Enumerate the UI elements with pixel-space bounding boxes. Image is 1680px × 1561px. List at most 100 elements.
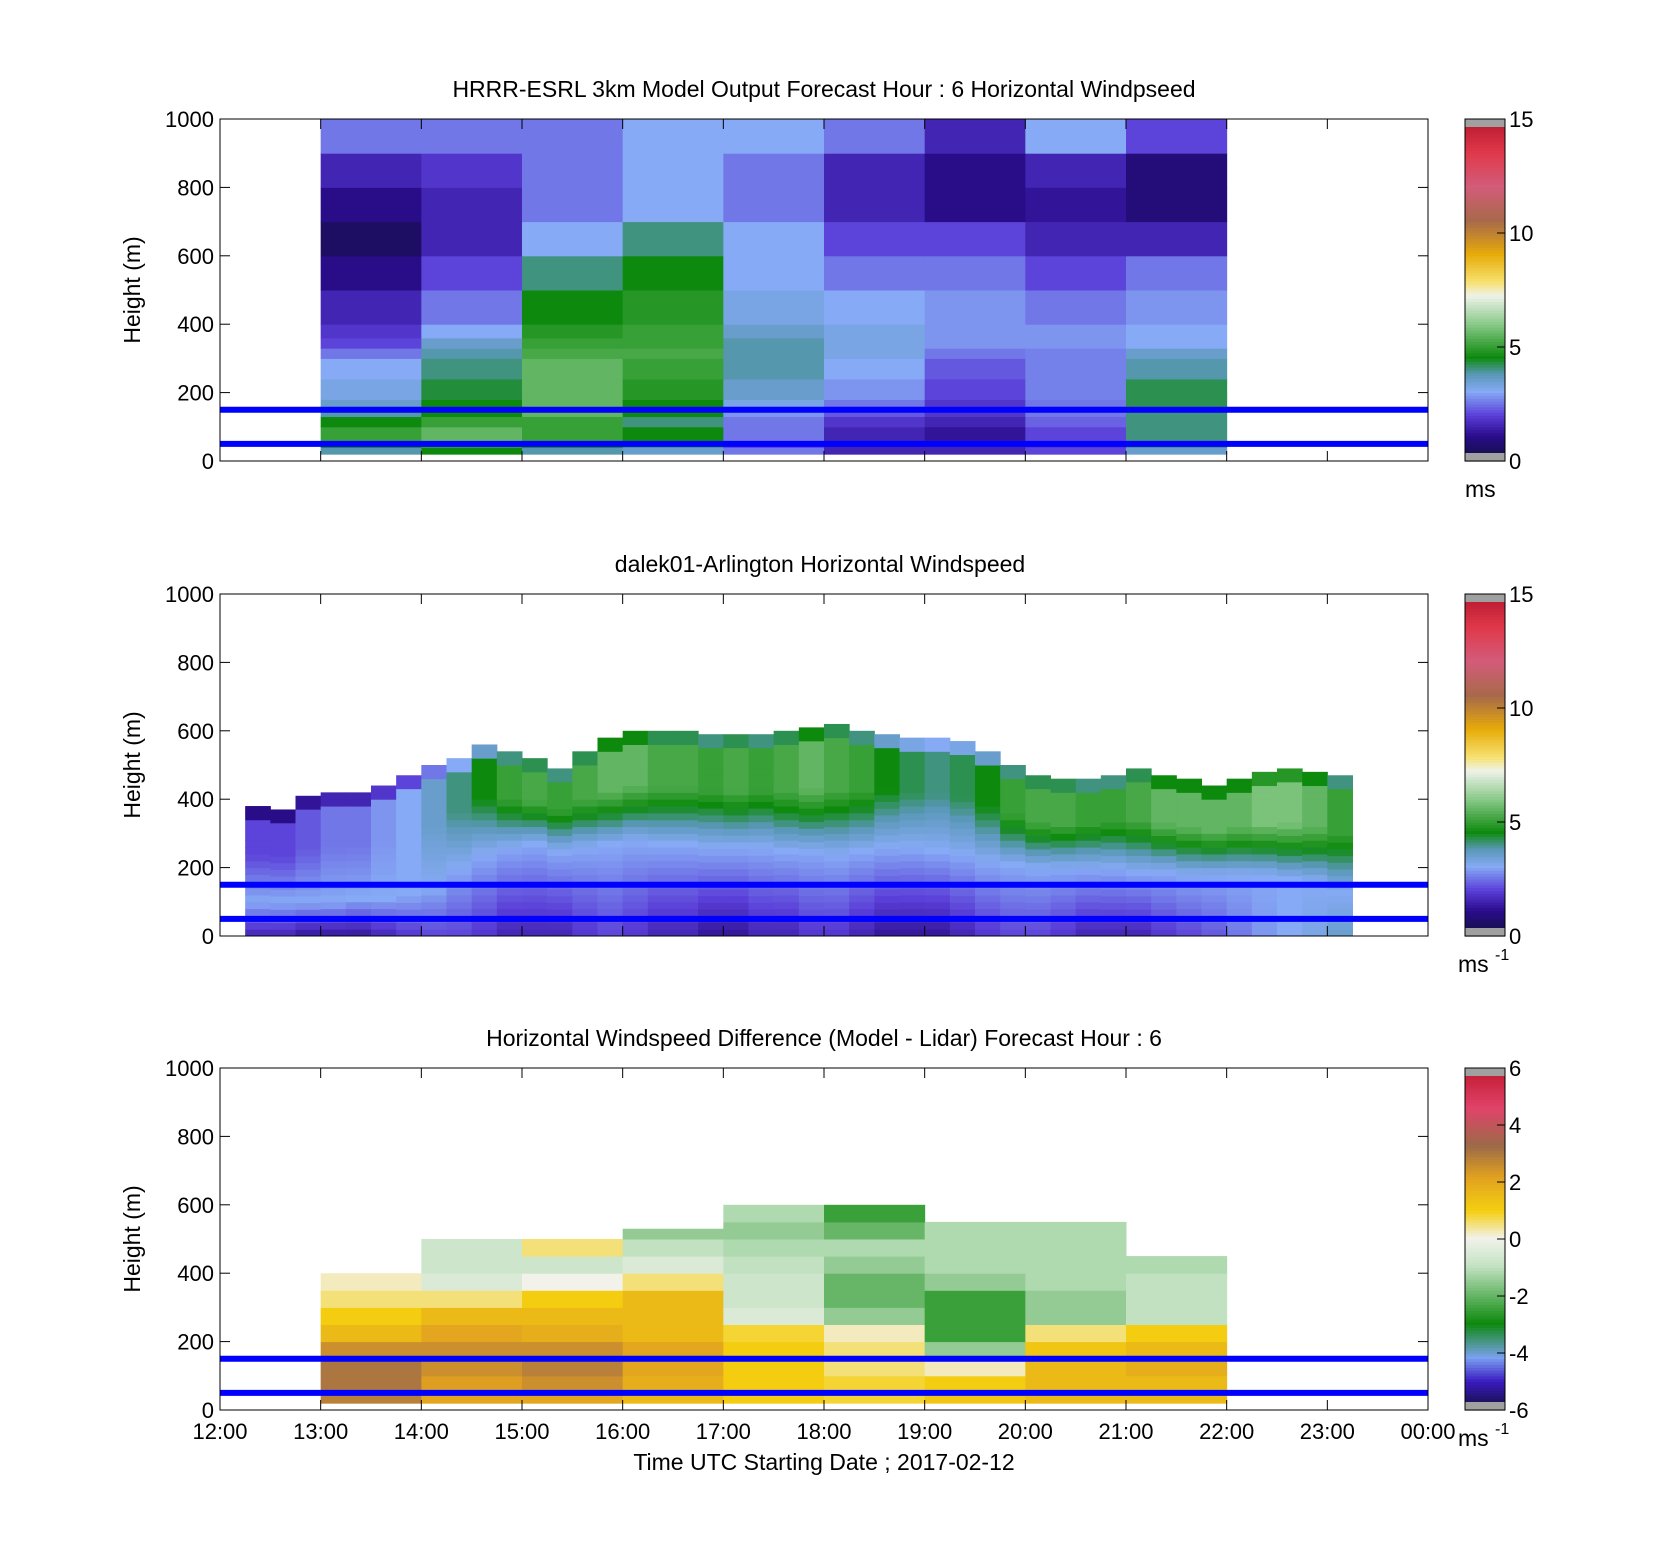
y-tick-label: 800: [177, 650, 214, 675]
heatmap-cell: [647, 929, 674, 936]
colorbar-swatch: [1465, 290, 1505, 294]
colorbar-swatch: [1465, 1096, 1505, 1100]
heatmap-cell: [748, 734, 775, 742]
heatmap-cell: [320, 1273, 422, 1291]
heatmap-cell: [1126, 1273, 1228, 1291]
heatmap-cell: [1151, 795, 1177, 803]
heatmap-cell: [824, 737, 850, 745]
heatmap-cell: [446, 819, 473, 828]
heatmap-cell: [1226, 867, 1253, 875]
heatmap-cell: [522, 901, 548, 910]
heatmap-cell: [320, 1392, 422, 1404]
heatmap-cell: [874, 902, 900, 910]
colorbar-tick-label: -2: [1509, 1284, 1529, 1309]
heatmap-cell: [798, 767, 825, 775]
colorbar-swatch: [1465, 301, 1505, 305]
heatmap-cell: [698, 747, 724, 755]
heatmap-cell: [723, 767, 749, 776]
heatmap-cell: [547, 788, 573, 796]
heatmap-cell: [522, 1273, 624, 1291]
colorbar-swatch: [1465, 1278, 1505, 1283]
heatmap-cell: [824, 806, 850, 814]
colorbar-swatch: [1465, 884, 1505, 889]
heatmap-cell: [874, 814, 900, 823]
colorbar-swatch: [1465, 435, 1505, 439]
heatmap-cell: [345, 929, 372, 936]
heatmap-cell: [446, 894, 473, 903]
heatmap-cell: [924, 1221, 1026, 1240]
colorbar-unit: ms: [1458, 951, 1489, 977]
colorbar-swatch: [1465, 1093, 1505, 1098]
colorbar-swatch: [1465, 616, 1505, 621]
heatmap-cell: [446, 778, 473, 787]
heatmap-cell: [798, 781, 825, 789]
heatmap-cell: [295, 822, 322, 830]
heatmap-cell: [421, 358, 523, 380]
heatmap-cell: [723, 255, 825, 291]
heatmap-cell: [1226, 785, 1253, 793]
heatmap-cell: [471, 785, 498, 793]
heatmap-cell: [1100, 795, 1127, 803]
heatmap-cell: [1302, 812, 1328, 821]
colorbar-swatch: [1465, 770, 1505, 775]
heatmap-cell: [647, 901, 674, 910]
heatmap-cell: [1176, 792, 1202, 800]
heatmap-cell: [748, 761, 775, 769]
heatmap-cell: [1075, 812, 1102, 821]
heatmap-cell: [1075, 908, 1102, 916]
heatmap-cell: [320, 416, 422, 428]
x-tick-label: 17:00: [696, 1419, 751, 1444]
heatmap-cell: [622, 1290, 724, 1308]
heatmap-cell: [371, 853, 397, 862]
heatmap-cell: [270, 902, 296, 910]
heatmap-cell: [421, 290, 523, 325]
colorbar-swatch: [1465, 438, 1505, 442]
heatmap-cell: [522, 416, 624, 428]
heatmap-cell: [496, 806, 523, 814]
heatmap-cell: [975, 847, 1001, 855]
heatmap-cell: [949, 821, 976, 829]
heatmap-cell: [1201, 908, 1228, 916]
heatmap-cell: [748, 835, 775, 843]
colorbar-swatch: [1465, 224, 1505, 228]
heatmap-cell: [1025, 788, 1051, 796]
heatmap-cell: [522, 867, 548, 875]
heatmap-cell: [949, 754, 976, 762]
heatmap-cell: [1327, 889, 1353, 897]
heatmap-cell: [698, 821, 724, 829]
heatmap-cell: [1302, 874, 1328, 882]
colorbar-swatch: [1465, 688, 1505, 692]
heatmap-cell: [371, 929, 397, 936]
heatmap-cell: [522, 758, 548, 766]
colorbar-swatch: [1465, 1082, 1505, 1086]
heatmap-cell: [1176, 888, 1202, 896]
heatmap-cell: [647, 908, 674, 916]
heatmap-cell: [1000, 826, 1026, 834]
heatmap-cell: [421, 853, 447, 862]
heatmap-cell: [849, 751, 875, 759]
heatmap-cell: [798, 875, 825, 883]
heatmap-cell: [1025, 822, 1051, 830]
colorbar-swatch: [1465, 318, 1505, 322]
heatmap-cell: [1327, 902, 1353, 910]
heatmap-cell: [773, 812, 800, 821]
colorbar-swatch: [1465, 887, 1505, 891]
heatmap-cell: [446, 922, 473, 930]
heatmap-cell: [1075, 867, 1102, 875]
heatmap-cell: [849, 771, 875, 780]
heatmap-cell: [522, 1358, 624, 1377]
heatmap-cell: [572, 888, 598, 896]
colorbar-swatch: [1465, 1264, 1505, 1269]
heatmap-cell: [824, 1307, 926, 1325]
heatmap-cell: [421, 874, 447, 882]
heatmap-cell: [245, 853, 271, 862]
colorbar-swatch: [1465, 1219, 1505, 1223]
heatmap-cell: [824, 1221, 926, 1240]
heatmap-cell: [371, 833, 397, 841]
heatmap-cell: [622, 187, 724, 223]
heatmap-cell: [396, 875, 422, 883]
heatmap-cell: [471, 778, 498, 787]
colorbar-swatch: [1465, 1281, 1505, 1286]
heatmap-cell: [1151, 889, 1177, 897]
heatmap-cell: [1302, 826, 1328, 834]
